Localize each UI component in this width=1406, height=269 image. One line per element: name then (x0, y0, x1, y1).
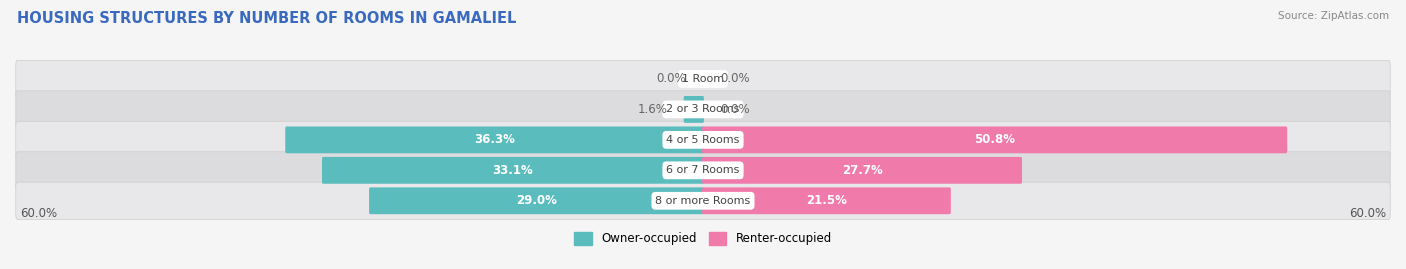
Text: 1 Room: 1 Room (682, 74, 724, 84)
Text: 0.0%: 0.0% (657, 72, 686, 86)
Text: HOUSING STRUCTURES BY NUMBER OF ROOMS IN GAMALIEL: HOUSING STRUCTURES BY NUMBER OF ROOMS IN… (17, 11, 516, 26)
FancyBboxPatch shape (702, 126, 1288, 153)
Text: 27.7%: 27.7% (842, 164, 883, 177)
FancyBboxPatch shape (702, 187, 950, 214)
Text: 2 or 3 Rooms: 2 or 3 Rooms (666, 104, 740, 114)
FancyBboxPatch shape (15, 61, 1391, 98)
FancyBboxPatch shape (285, 126, 704, 153)
Text: 50.8%: 50.8% (974, 133, 1015, 146)
Text: 21.5%: 21.5% (806, 194, 846, 207)
Text: 60.0%: 60.0% (20, 207, 56, 220)
FancyBboxPatch shape (322, 157, 704, 184)
Text: 0.0%: 0.0% (720, 72, 749, 86)
Text: 1.6%: 1.6% (637, 103, 668, 116)
Text: 8 or more Rooms: 8 or more Rooms (655, 196, 751, 206)
FancyBboxPatch shape (15, 91, 1391, 128)
Text: 29.0%: 29.0% (516, 194, 557, 207)
FancyBboxPatch shape (15, 121, 1391, 158)
FancyBboxPatch shape (15, 152, 1391, 189)
Text: 6 or 7 Rooms: 6 or 7 Rooms (666, 165, 740, 175)
FancyBboxPatch shape (15, 182, 1391, 219)
FancyBboxPatch shape (702, 157, 1022, 184)
Text: 60.0%: 60.0% (1350, 207, 1386, 220)
Text: Source: ZipAtlas.com: Source: ZipAtlas.com (1278, 11, 1389, 21)
Text: 4 or 5 Rooms: 4 or 5 Rooms (666, 135, 740, 145)
Text: 36.3%: 36.3% (474, 133, 515, 146)
Text: 33.1%: 33.1% (492, 164, 533, 177)
FancyBboxPatch shape (683, 96, 704, 123)
Legend: Owner-occupied, Renter-occupied: Owner-occupied, Renter-occupied (569, 228, 837, 250)
Text: 0.0%: 0.0% (720, 103, 749, 116)
FancyBboxPatch shape (370, 187, 704, 214)
